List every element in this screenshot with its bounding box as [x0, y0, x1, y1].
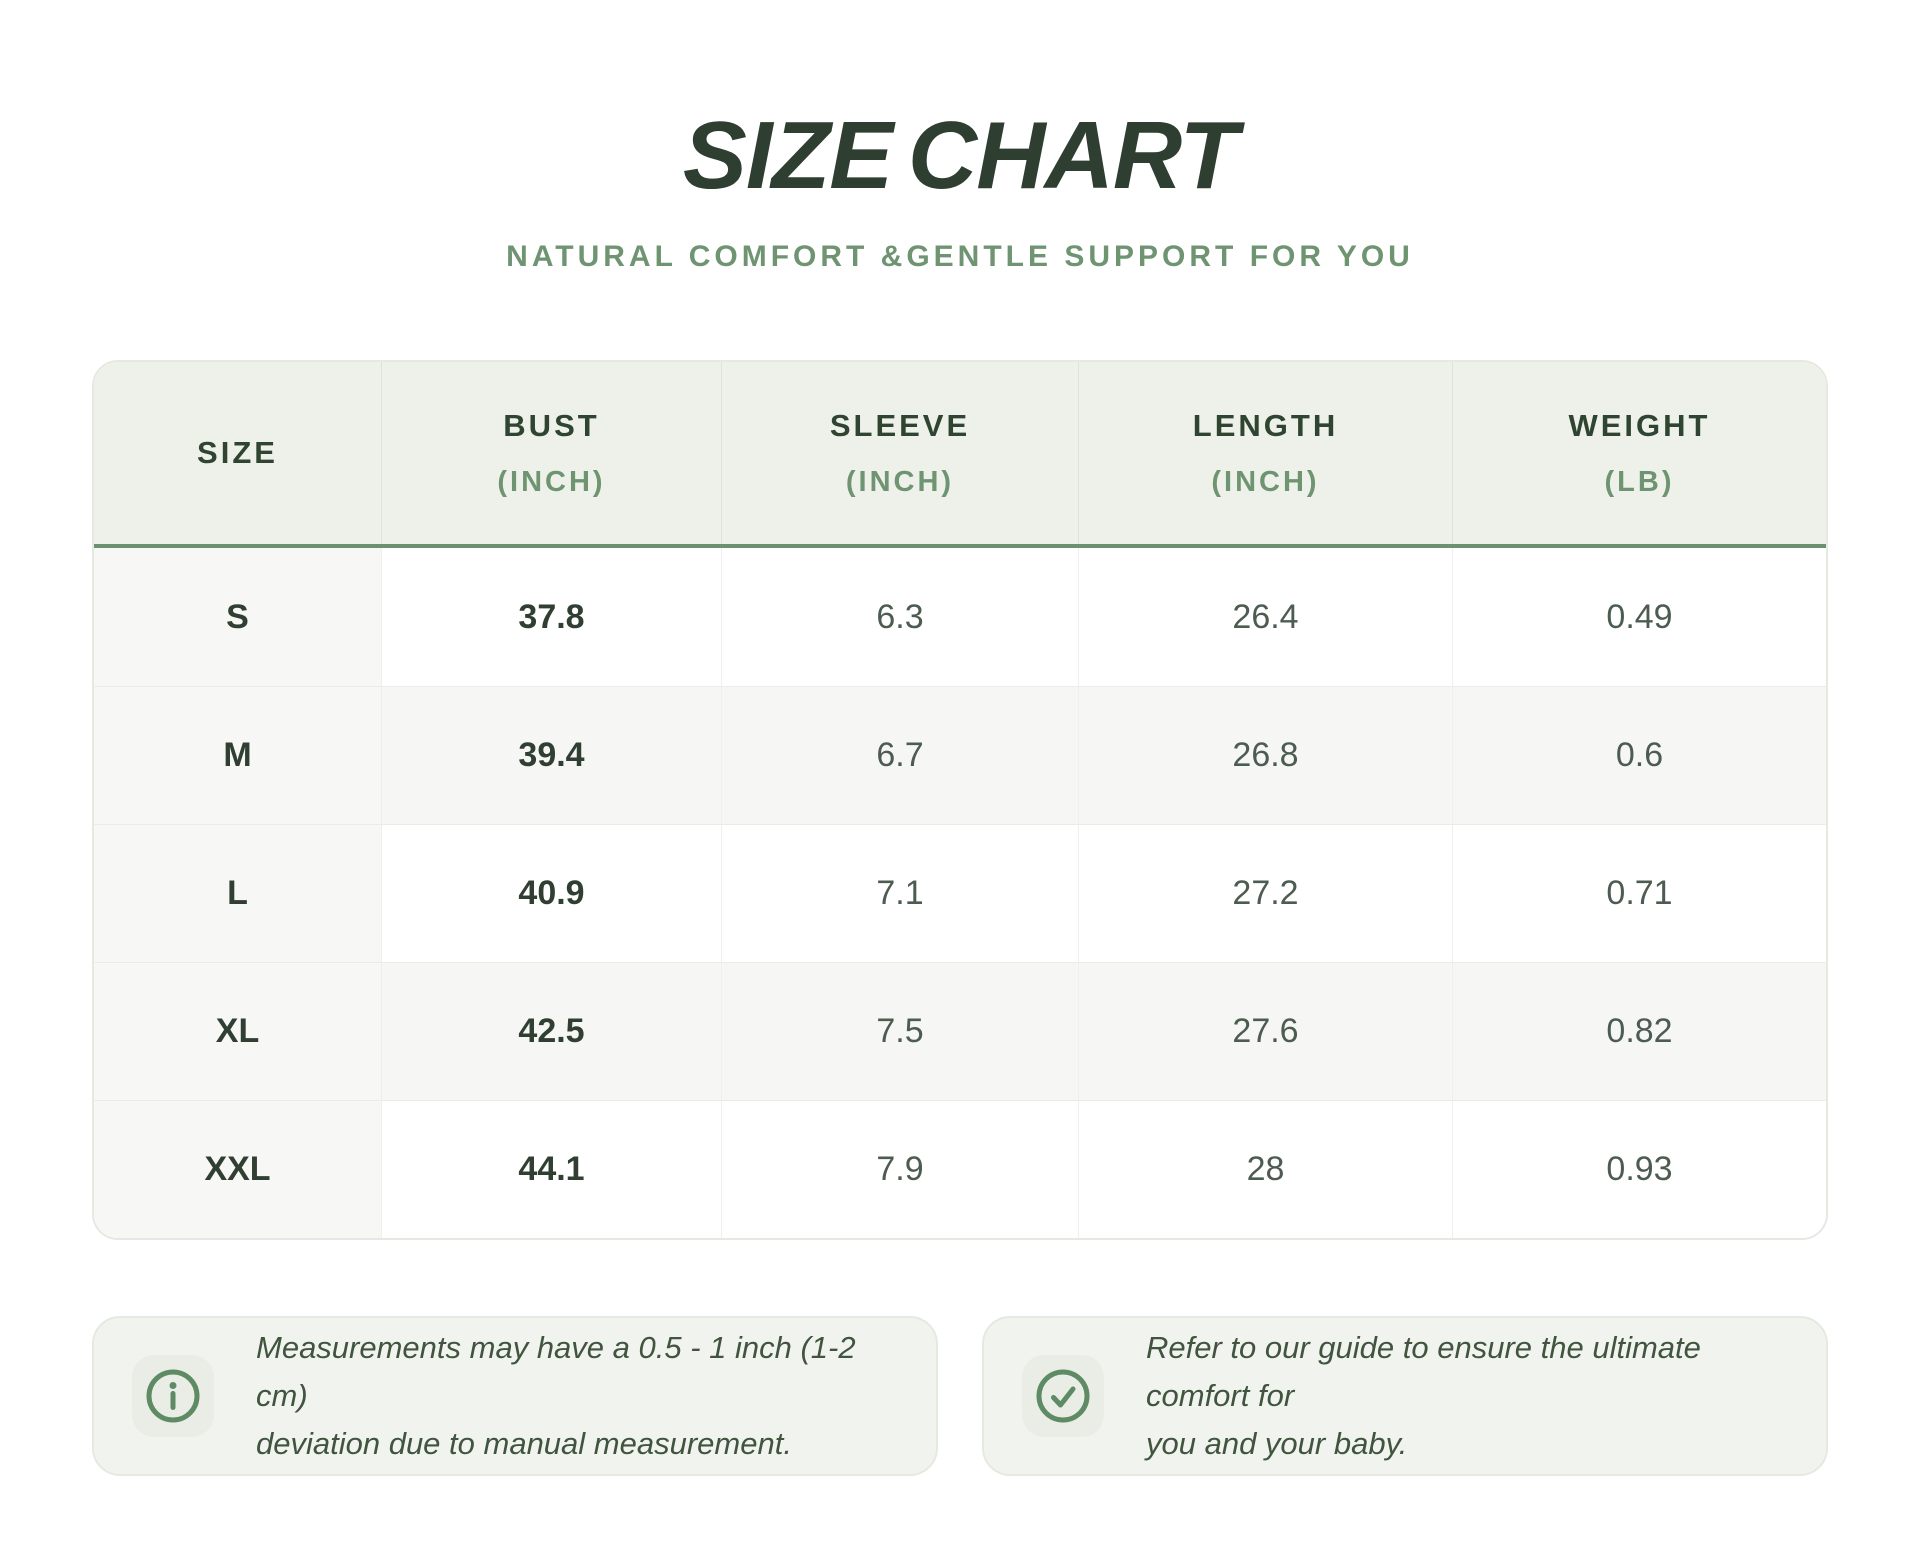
column-header-label: SLEEVE	[829, 407, 971, 443]
column-header-label: BUST	[503, 407, 600, 443]
column-header-label: SIZE	[197, 435, 278, 470]
column-header-weight: WEIGHT (LB)	[1453, 362, 1826, 544]
length-value: 26.8	[1079, 687, 1453, 824]
weight-value: 0.6	[1453, 687, 1826, 824]
bust-value: 37.8	[382, 548, 722, 686]
sleeve-value: 7.5	[722, 963, 1079, 1100]
table-row-l: L 40.9 7.1 27.2 0.71	[94, 824, 1826, 962]
bust-value: 44.1	[382, 1101, 722, 1238]
notes-section: Measurements may have a 0.5 - 1 inch (1-…	[92, 1316, 1828, 1476]
note-line: you and your baby.	[1146, 1426, 1408, 1462]
weight-value: 0.93	[1453, 1101, 1826, 1238]
bust-value: 42.5	[382, 963, 722, 1100]
column-header-size: SIZE	[94, 362, 382, 544]
length-value: 26.4	[1079, 548, 1453, 686]
bust-value: 39.4	[382, 687, 722, 824]
column-header-sleeve: SLEEVE (INCH)	[722, 362, 1079, 544]
info-icon	[132, 1355, 214, 1437]
size-label: S	[94, 548, 382, 686]
page-title: SIZE CHART	[682, 102, 1238, 209]
column-header-unit: (LB)	[1604, 465, 1675, 498]
length-value: 27.6	[1079, 963, 1453, 1100]
sleeve-value: 7.1	[722, 825, 1079, 962]
table-header-row: SIZE BUST (INCH) SLEEVE (INCH) LENGTH (I…	[94, 362, 1826, 548]
page-subtitle: NATURAL COMFORT &GENTLE SUPPORT FOR YOU	[506, 240, 1414, 273]
guide-note: Refer to our guide to ensure the ultimat…	[982, 1316, 1828, 1476]
weight-value: 0.82	[1453, 963, 1826, 1100]
weight-value: 0.71	[1453, 825, 1826, 962]
size-label: XXL	[94, 1101, 382, 1238]
measurement-note: Measurements may have a 0.5 - 1 inch (1-…	[92, 1316, 938, 1476]
size-label: L	[94, 825, 382, 962]
column-header-label: LENGTH	[1192, 407, 1339, 443]
weight-value: 0.49	[1453, 548, 1826, 686]
note-line: Measurements may have a 0.5 - 1 inch (1-…	[256, 1329, 856, 1413]
column-header-length: LENGTH (INCH)	[1079, 362, 1453, 544]
column-header-unit: (INCH)	[1211, 465, 1320, 498]
size-label: XL	[94, 963, 382, 1100]
column-header-unit: (INCH)	[497, 465, 606, 498]
guide-note-text: Refer to our guide to ensure the ultimat…	[1146, 1324, 1798, 1468]
bust-value: 40.9	[382, 825, 722, 962]
column-header-unit: (INCH)	[845, 465, 955, 498]
size-table: SIZE BUST (INCH) SLEEVE (INCH) LENGTH (I…	[92, 360, 1828, 1240]
check-icon	[1022, 1355, 1104, 1437]
table-row-s: S 37.8 6.3 26.4 0.49	[94, 548, 1826, 686]
table-row-xl: XL 42.5 7.5 27.6 0.82	[94, 962, 1826, 1100]
sleeve-value: 6.3	[722, 548, 1079, 686]
column-header-bust: BUST (INCH)	[382, 362, 722, 544]
table-row-xxl: XXL 44.1 7.9 28 0.93	[94, 1100, 1826, 1238]
sleeve-value: 7.9	[722, 1101, 1079, 1238]
note-line: deviation due to manual measurement.	[256, 1426, 792, 1462]
size-label: M	[94, 687, 382, 824]
sleeve-value: 6.7	[722, 687, 1079, 824]
length-value: 28	[1079, 1101, 1453, 1238]
length-value: 27.2	[1079, 825, 1453, 962]
column-header-label: WEIGHT	[1568, 407, 1711, 443]
note-line: Refer to our guide to ensure the ultimat…	[1146, 1329, 1701, 1413]
measurement-note-text: Measurements may have a 0.5 - 1 inch (1-…	[256, 1324, 908, 1468]
table-row-m: M 39.4 6.7 26.8 0.6	[94, 686, 1826, 824]
